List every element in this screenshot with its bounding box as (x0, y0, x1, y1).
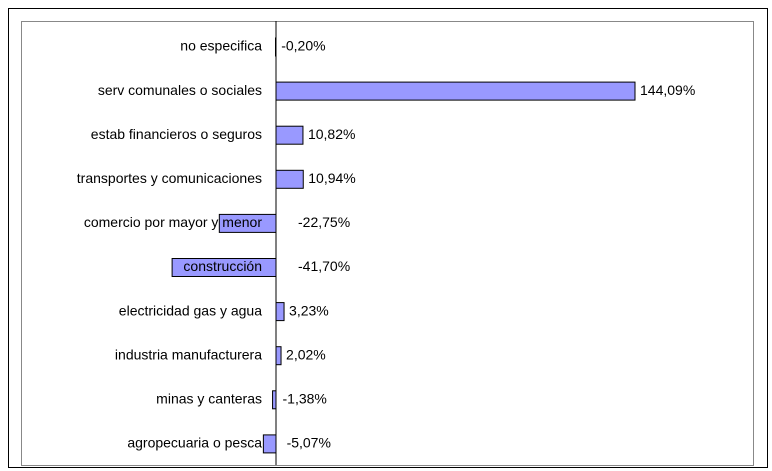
value-label: 2,02% (286, 346, 326, 362)
value-label: 10,94% (308, 170, 355, 186)
bar (272, 390, 277, 410)
category-label: no especifica (180, 38, 262, 54)
value-label: 10,82% (308, 126, 355, 142)
bar (275, 346, 282, 366)
bar (275, 169, 304, 189)
value-label: 144,09% (640, 82, 695, 98)
category-label: minas y canteras (156, 391, 262, 407)
bar (275, 81, 636, 101)
value-label: -1,38% (283, 391, 327, 407)
value-label: 3,23% (289, 302, 329, 318)
category-label: transportes y comunicaciones (77, 170, 262, 186)
bar (275, 302, 285, 322)
category-label: estab financieros o seguros (91, 126, 262, 142)
value-label: -22,75% (298, 214, 350, 230)
category-label: comercio por mayor y menor (84, 214, 263, 230)
category-label: serv comunales o sociales (98, 82, 262, 98)
category-label: industria manufacturera (115, 346, 262, 362)
value-label: -41,70% (298, 258, 350, 274)
category-label: agropecuaria o pesca (127, 435, 262, 451)
category-label: electricidad gas y agua (119, 302, 262, 318)
value-label: -0,20% (281, 38, 325, 54)
category-label: construcción (183, 258, 262, 274)
value-label: -5,07% (287, 435, 331, 451)
bar (275, 125, 304, 145)
bar (262, 434, 277, 454)
